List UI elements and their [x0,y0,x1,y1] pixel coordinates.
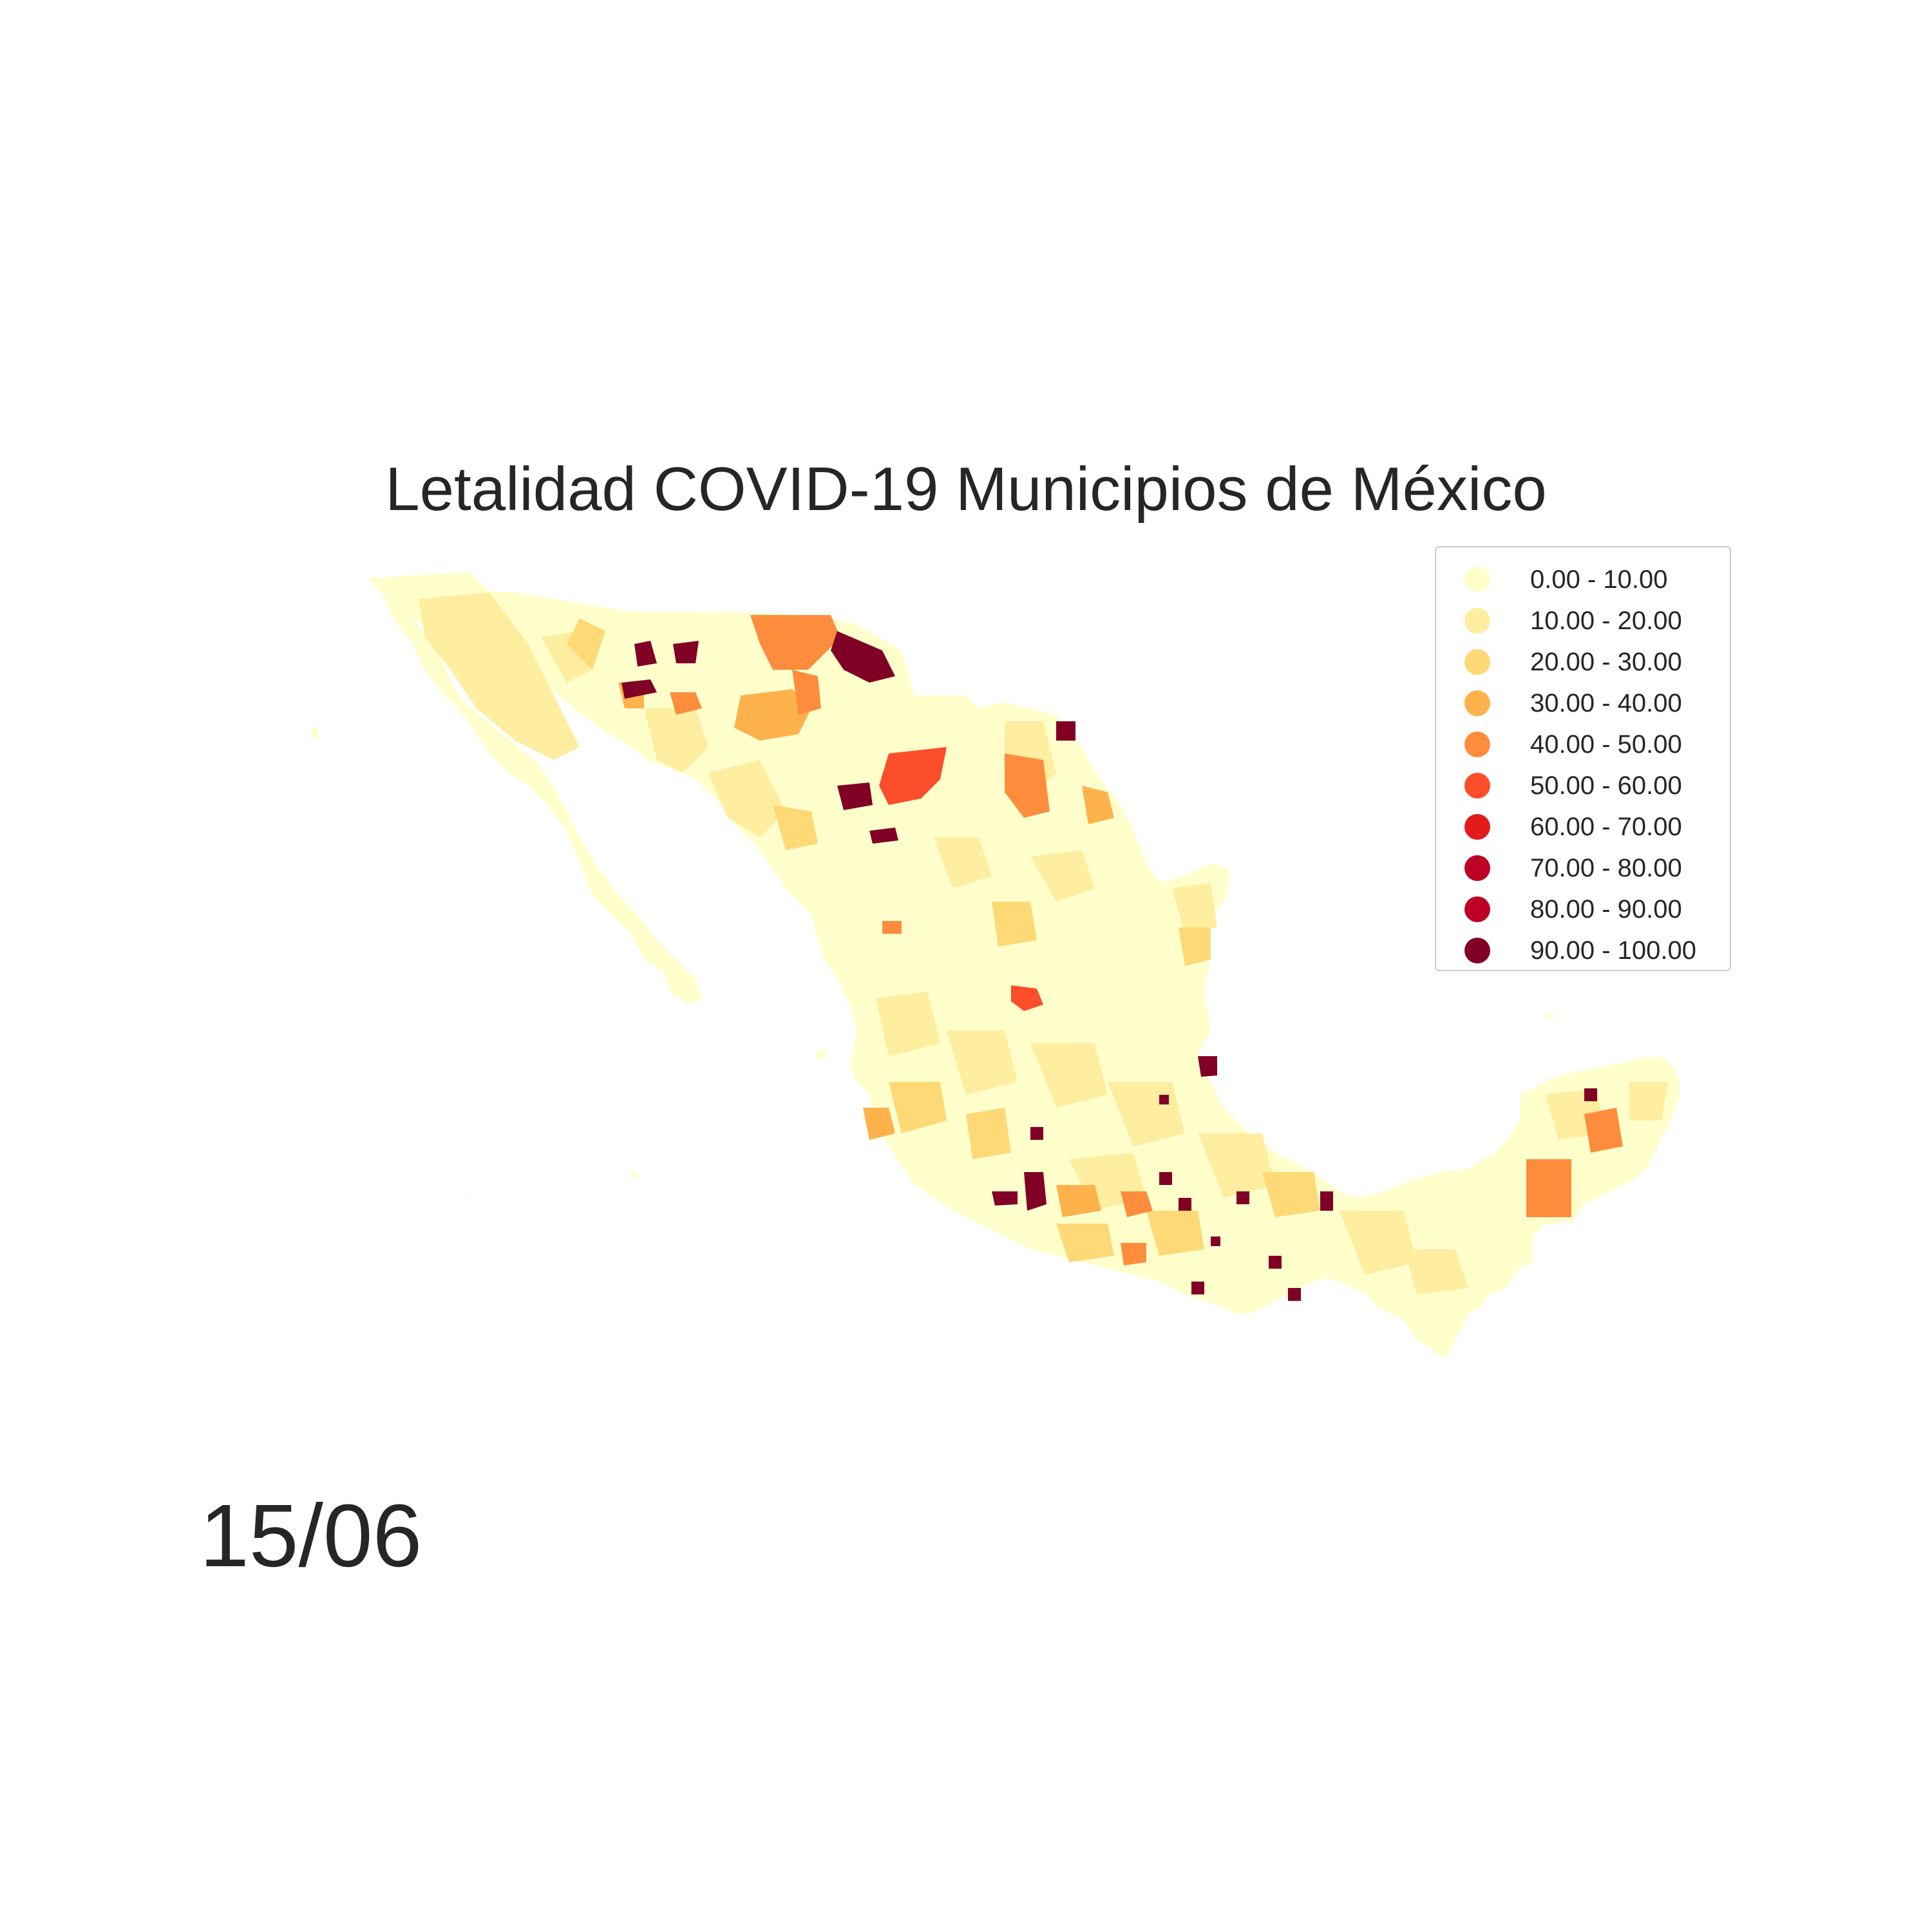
legend-swatch-icon [1464,896,1490,922]
legend-swatch-icon [1464,732,1490,757]
map-title: Letalidad COVID-19 Municipios de México [385,455,1547,524]
mainland-mexico [367,572,1681,1359]
legend-item: 40.00 - 50.00 [1436,724,1732,765]
legend-swatch-icon [1464,938,1490,963]
legend-label: 10.00 - 20.00 [1530,607,1682,635]
legend-label: 40.00 - 50.00 [1530,730,1682,759]
legend-item: 90.00 - 100.00 [1436,930,1732,971]
red-regions [879,747,1043,1011]
baja-california [380,583,702,1005]
legend: 0.00 - 10.00 10.00 - 20.00 20.00 - 30.00… [1435,546,1731,971]
legend-swatch-icon [1464,814,1490,840]
dark-regions [621,631,1597,1301]
legend-label: 60.00 - 70.00 [1530,813,1682,841]
legend-label: 70.00 - 80.00 [1530,854,1682,882]
legend-item: 50.00 - 60.00 [1436,765,1732,806]
legend-item: 70.00 - 80.00 [1436,848,1732,889]
legend-item: 20.00 - 30.00 [1436,641,1732,683]
legend-item: 80.00 - 90.00 [1436,889,1732,930]
date-label: 15/06 [200,1486,422,1586]
legend-item: 10.00 - 20.00 [1436,600,1732,641]
legend-item: 0.00 - 10.00 [1436,559,1732,600]
legend-label: 20.00 - 30.00 [1530,648,1682,676]
legend-label: 0.00 - 10.00 [1530,565,1668,594]
legend-swatch-icon [1464,567,1490,592]
legend-label: 30.00 - 40.00 [1530,689,1682,717]
legend-label: 50.00 - 60.00 [1530,772,1682,800]
orange-regions [618,615,1623,1265]
legend-swatch-icon [1464,690,1490,716]
legend-item: 30.00 - 40.00 [1436,683,1732,724]
legend-swatch-icon [1464,608,1490,634]
legend-swatch-icon [1464,773,1490,799]
legend-item: 60.00 - 70.00 [1436,806,1732,848]
legend-label: 90.00 - 100.00 [1530,936,1696,965]
islands [312,728,1553,1198]
legend-swatch-icon [1464,649,1490,675]
legend-label: 80.00 - 90.00 [1530,895,1682,923]
legend-swatch-icon [1464,855,1490,881]
